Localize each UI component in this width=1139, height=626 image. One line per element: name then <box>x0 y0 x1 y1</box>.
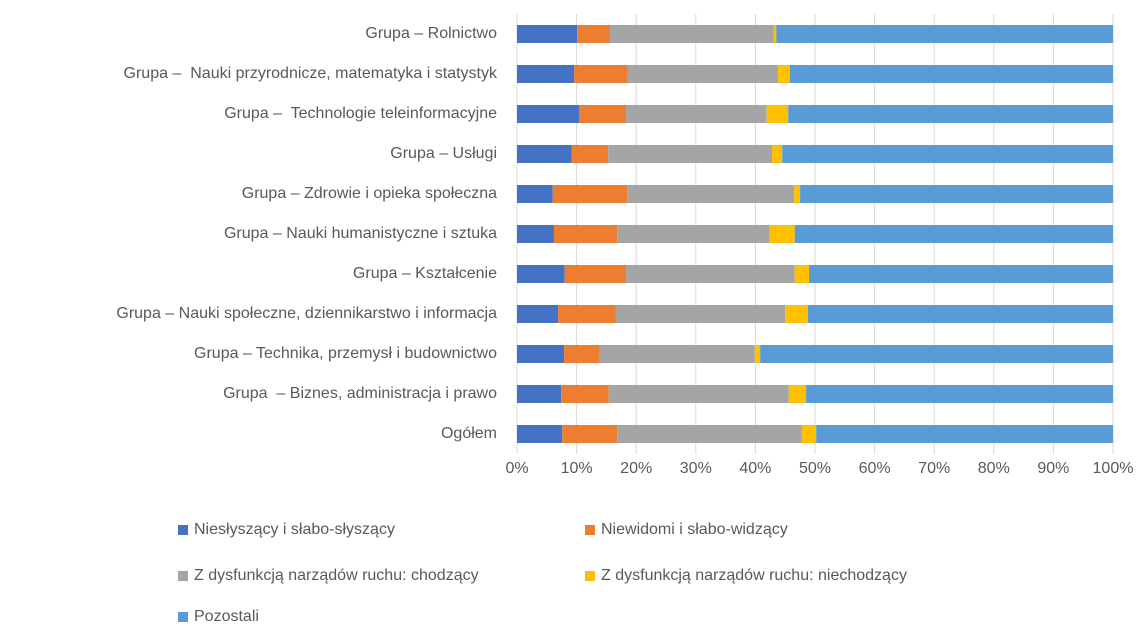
bar-segment <box>564 345 600 363</box>
y-tick-label: Grupa – Zdrowie i opieka społeczna <box>242 185 497 202</box>
bar-segment <box>599 345 755 363</box>
bar-segment <box>766 105 789 123</box>
bar-segment <box>807 305 1113 323</box>
legend-swatch <box>178 571 188 581</box>
bar-segment <box>517 105 579 123</box>
x-tick-label: 30% <box>680 460 712 477</box>
y-tick-label: Grupa – Biznes, administracja i prawo <box>223 385 497 402</box>
bar-segment <box>806 385 1113 403</box>
bar-segment <box>794 265 810 283</box>
bar-segment <box>772 145 783 163</box>
x-tick-label: 80% <box>978 460 1010 477</box>
legend-label: Z dysfunkcją narządów ruchu: niechodzący <box>601 567 907 584</box>
bar-segment <box>577 25 610 43</box>
bar-segment <box>562 425 618 443</box>
legend-swatch <box>585 571 595 581</box>
legend-label: Niewidomi i słabo-widzący <box>601 521 788 538</box>
legend-label: Z dysfunkcją narządów ruchu: chodzący <box>194 567 479 584</box>
y-tick-label: Grupa – Nauki humanistyczne i sztuka <box>224 225 497 242</box>
x-tick-label: 60% <box>859 460 891 477</box>
bar-segment <box>778 65 790 83</box>
bar-segment <box>627 65 779 83</box>
bar-segment <box>794 225 1113 243</box>
y-tick-label: Grupa – Kształcenie <box>353 265 497 282</box>
bar-segment <box>561 385 609 403</box>
bar-segment <box>776 25 1113 43</box>
x-tick-label: 20% <box>620 460 652 477</box>
bar-segment <box>574 65 628 83</box>
bar-segment <box>809 265 1113 283</box>
legend-swatch <box>178 525 188 535</box>
bar-segment <box>564 265 627 283</box>
legend-swatch <box>585 525 595 535</box>
bar-segment <box>517 25 578 43</box>
bar-segment <box>558 305 616 323</box>
bar-segment <box>578 105 627 123</box>
bar-segment <box>816 425 1113 443</box>
bar-segment <box>789 65 1113 83</box>
bar-segment <box>517 425 563 443</box>
x-tick-label: 70% <box>918 460 950 477</box>
bar-segment <box>754 345 761 363</box>
bar-segment <box>517 185 553 203</box>
bar-segment <box>617 225 770 243</box>
y-tick-label: Grupa – Technologie teleinformacyjne <box>224 105 497 122</box>
bar-segment <box>571 145 609 163</box>
bar-segment <box>608 385 789 403</box>
x-tick-label: 10% <box>561 460 593 477</box>
x-tick-label: 0% <box>505 460 528 477</box>
bar-segment <box>517 145 572 163</box>
bar-segment <box>800 185 1113 203</box>
y-tick-label: Ogółem <box>441 425 497 442</box>
bar-segment <box>517 345 565 363</box>
bar-segment <box>609 25 774 43</box>
bar-segment <box>773 25 777 43</box>
bar-segment <box>608 145 773 163</box>
bar-segment <box>788 105 1113 123</box>
bar-segment <box>517 225 554 243</box>
y-tick-label: Grupa – Nauki społeczne, dziennikarstwo … <box>116 305 497 322</box>
bar-segment <box>788 385 807 403</box>
bar-segment <box>785 305 808 323</box>
bar-segment <box>553 225 618 243</box>
bar-segment <box>517 385 562 403</box>
bar-segment <box>617 425 802 443</box>
bar-segment <box>552 185 628 203</box>
bar-segment <box>801 425 817 443</box>
bar-segment <box>517 65 575 83</box>
x-tick-label: 40% <box>739 460 771 477</box>
y-tick-label: Grupa – Usługi <box>390 145 497 162</box>
legend-swatch <box>178 612 188 622</box>
bar-segment <box>517 265 565 283</box>
bar-segment <box>615 305 786 323</box>
bar-segment <box>794 185 801 203</box>
bar-segment <box>626 105 767 123</box>
bar-segment <box>769 225 795 243</box>
legend-label: Niesłyszący i słabo-słyszący <box>194 521 395 538</box>
y-tick-label: Grupa – Nauki przyrodnicze, matematyka i… <box>124 65 498 82</box>
x-tick-label: 100% <box>1093 460 1134 477</box>
x-tick-label: 50% <box>799 460 831 477</box>
legend-label: Pozostali <box>194 608 259 625</box>
bar-segment <box>627 185 795 203</box>
bar-segment <box>517 305 559 323</box>
y-tick-label: Grupa – Technika, przemysł i budownictwo <box>194 345 497 362</box>
bar-segment <box>760 345 1113 363</box>
bar-segment <box>782 145 1113 163</box>
y-tick-label: Grupa – Rolnictwo <box>365 25 497 42</box>
x-tick-label: 90% <box>1037 460 1069 477</box>
bar-segment <box>626 265 795 283</box>
